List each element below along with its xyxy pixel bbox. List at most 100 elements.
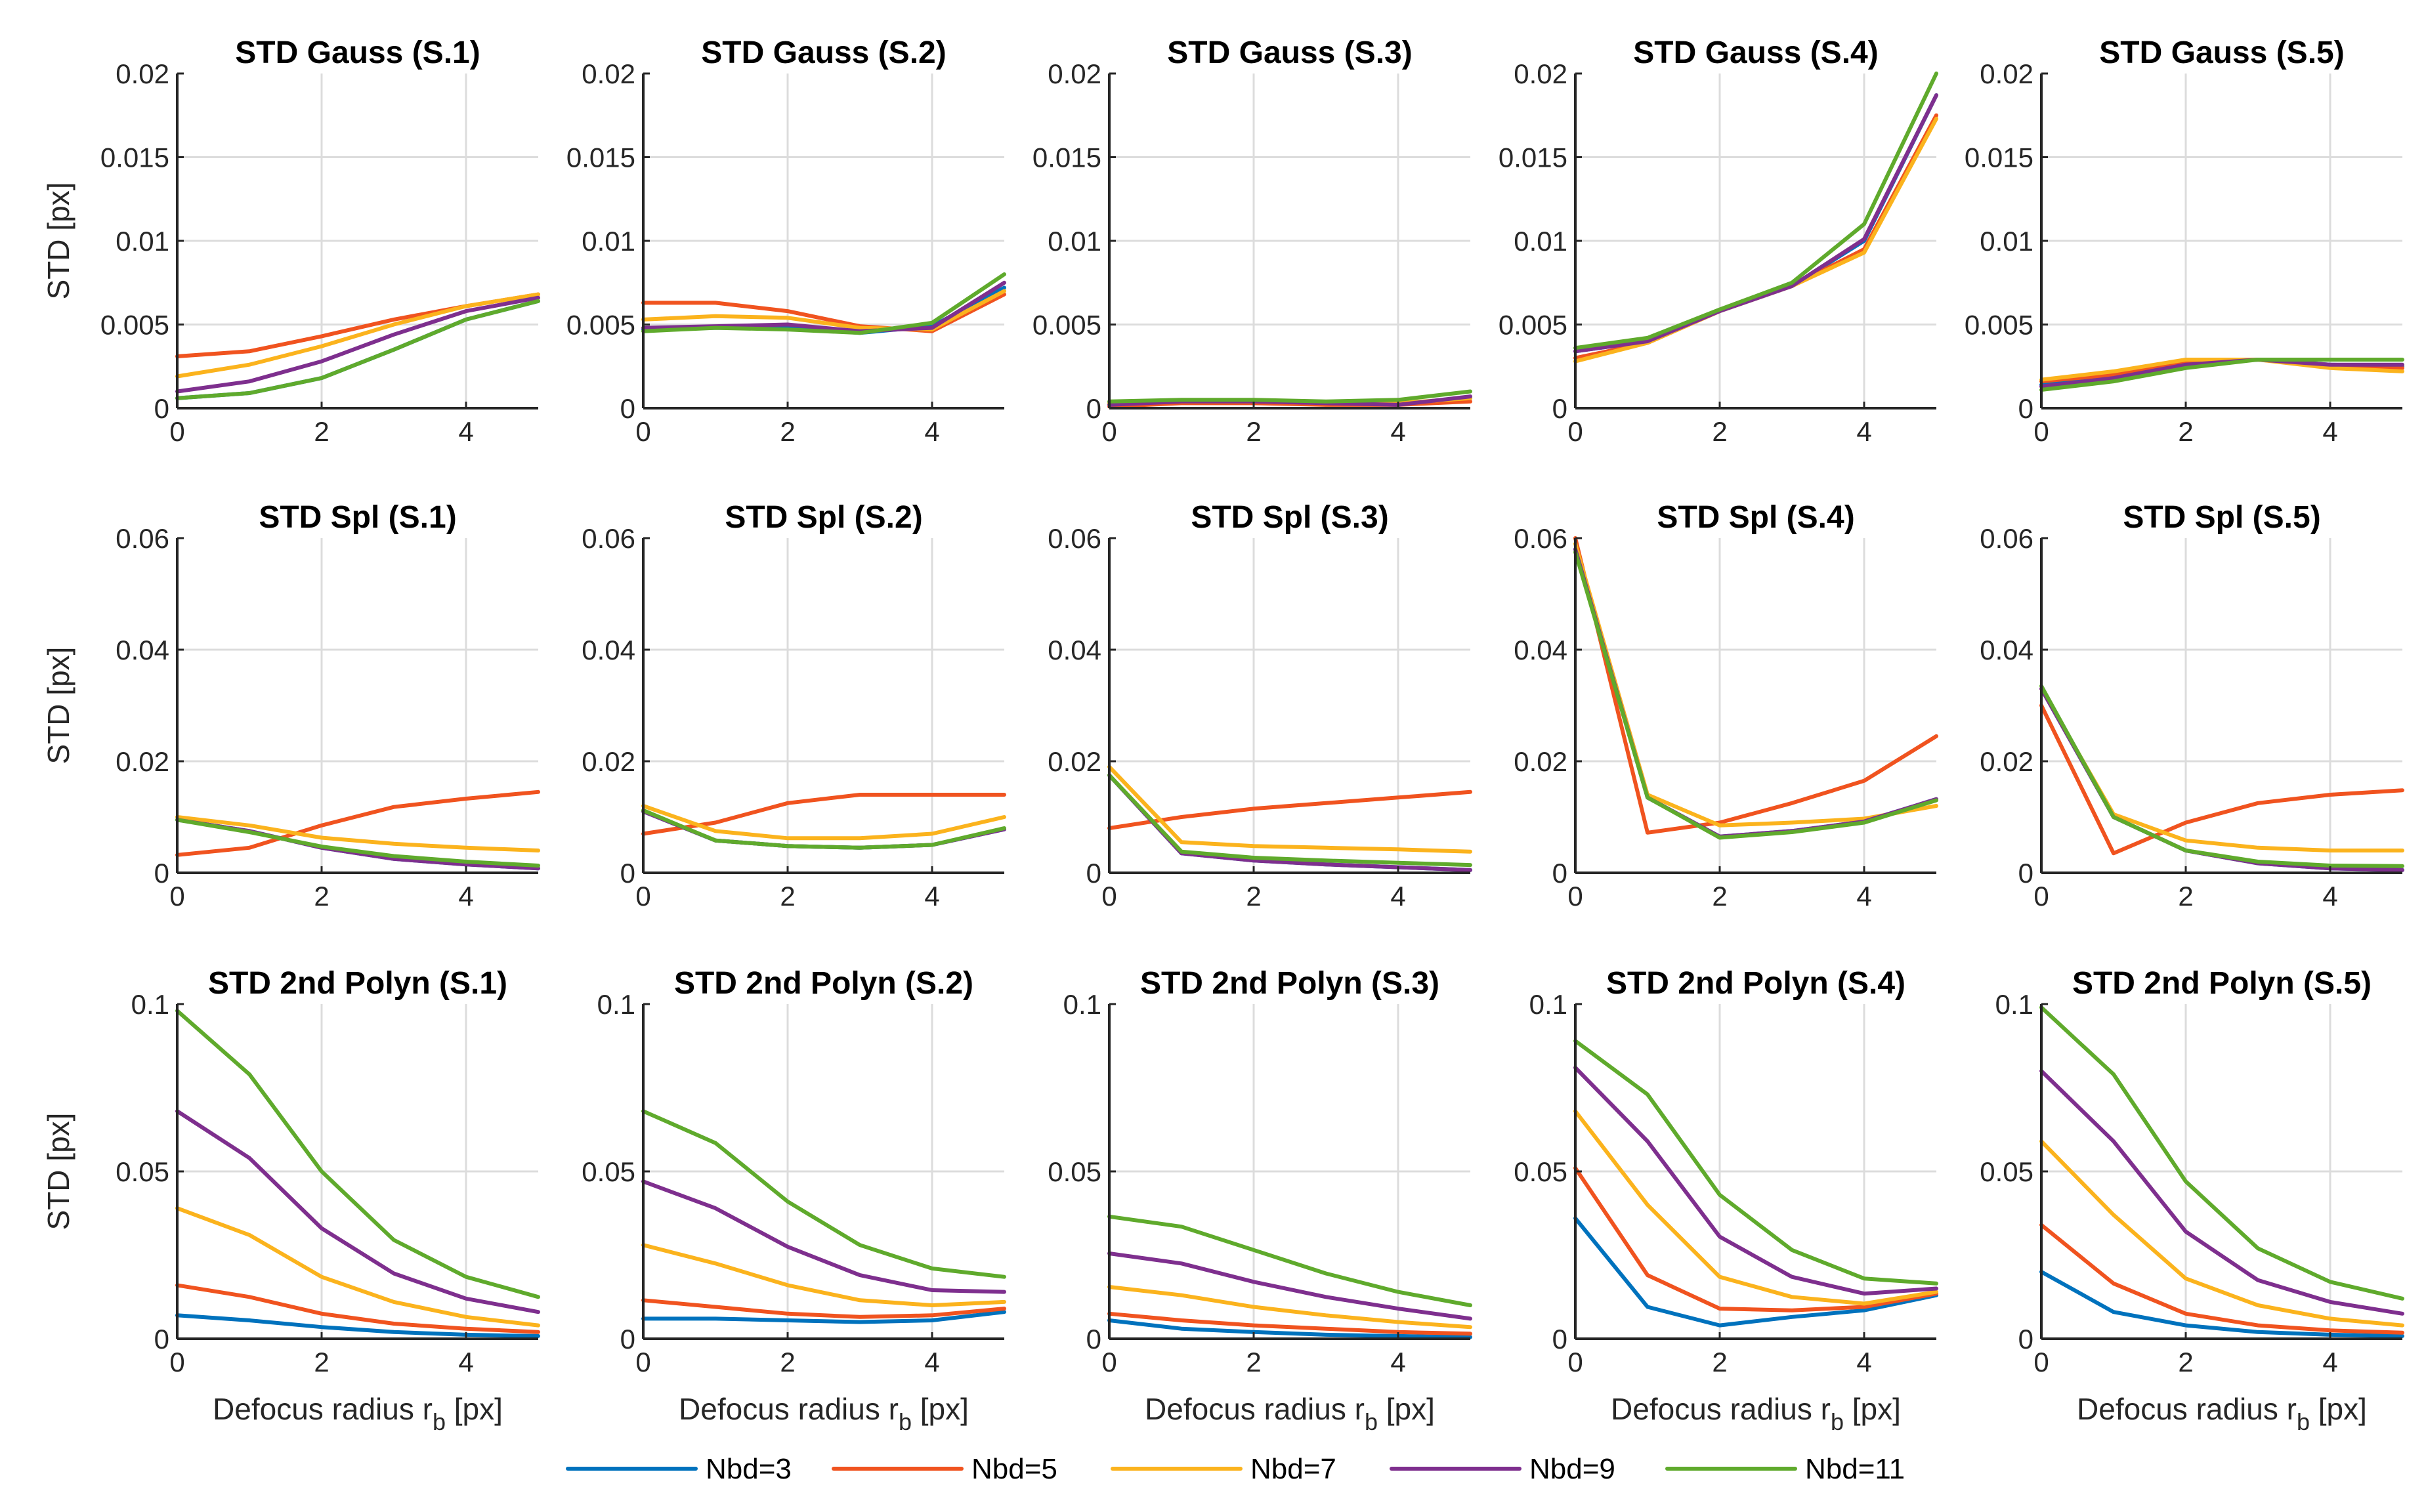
y-tick-label: 0.01 xyxy=(1980,226,2033,257)
y-tick-label: 0.06 xyxy=(582,523,635,554)
y-tick-label: 0 xyxy=(1552,858,1567,889)
y-tick-label: 0.005 xyxy=(1499,310,1567,341)
series-line-nbd-7 xyxy=(175,815,540,852)
y-tick-label: 0.02 xyxy=(1048,58,1101,89)
x-tick-label: 0 xyxy=(1567,416,1583,447)
series-line-nbd-11 xyxy=(1573,72,1938,350)
y-tick-label: 0.01 xyxy=(1048,226,1101,257)
legend-item-nbd-3: Nbd=3 xyxy=(566,1453,792,1485)
series-line-nbd-5 xyxy=(2039,704,2404,856)
series-line-nbd-11 xyxy=(1107,773,1472,868)
x-tick-label: 2 xyxy=(1246,416,1261,447)
series-line-nbd-11 xyxy=(2039,358,2404,392)
y-tick-label: 0.05 xyxy=(1048,1156,1101,1187)
legend-label: Nbd=7 xyxy=(1250,1453,1336,1485)
chart-title: STD Gauss (S.2) xyxy=(701,35,946,70)
chart-std-spl-s-2: 0 2 4 0 0.02 0.04 0.06 STD Spl (S.2) xyxy=(582,500,1006,912)
x-tick-label: 2 xyxy=(780,881,795,912)
chart-title: STD 2nd Polyn (S.3) xyxy=(1140,966,1439,1001)
series-line-nbd-11 xyxy=(641,808,1006,850)
x-tick-label: 2 xyxy=(2178,416,2193,447)
x-tick-label: 0 xyxy=(169,416,184,447)
series-line-nbd-9 xyxy=(2039,1069,2404,1316)
x-tick-label: 0 xyxy=(2033,1347,2049,1377)
y-tick-label: 0.01 xyxy=(116,226,169,257)
x-tick-label: 4 xyxy=(1856,881,1871,912)
y-tick-label: 0 xyxy=(1086,1324,1101,1354)
y-tick-label: 0.06 xyxy=(1980,523,2033,554)
y-axis-label: STD [px] xyxy=(41,182,75,300)
series-line-nbd-11 xyxy=(1573,1039,1938,1286)
y-tick-label: 0.02 xyxy=(116,746,169,777)
series-line-nbd-9 xyxy=(1573,1065,1938,1296)
series-line-nbd-7 xyxy=(2039,358,2404,382)
legend-item-nbd-11: Nbd=11 xyxy=(1665,1453,1905,1485)
chart-std-gauss-s-5: 0 2 4 0 0.005 0.01 0.015 0.02 STD Gauss (S.5) xyxy=(1965,35,2404,447)
x-tick-label: 0 xyxy=(635,881,650,912)
x-tick-label: 2 xyxy=(1712,416,1727,447)
series-line-nbd-11 xyxy=(641,272,1006,335)
series-line-nbd-3 xyxy=(1107,1318,1472,1339)
chart-std-2nd-polyn-s-5: 0 2 4 0 0.05 0.1 STD 2nd Polyn (S.5) Defocus ra… xyxy=(1980,966,2404,1435)
panel-grid: 0 2 4 0 0.005 0.01 0.015 0.02 STD Gauss (S.1) STD… xyxy=(41,35,2404,1435)
legend-item-nbd-5: Nbd=5 xyxy=(832,1453,1057,1485)
y-tick-label: 0 xyxy=(154,1324,169,1354)
series-line-nbd-3 xyxy=(175,1313,540,1338)
chart-title: STD Spl (S.3) xyxy=(1191,500,1388,535)
series-line-nbd-5 xyxy=(641,793,1006,836)
series-line-nbd-5 xyxy=(175,1283,540,1334)
y-tick-label: 0.02 xyxy=(1048,746,1101,777)
y-tick-label: 0.04 xyxy=(1048,635,1101,665)
x-tick-label: 4 xyxy=(458,1347,473,1377)
series-line-nbd-9 xyxy=(175,295,540,394)
chart-title: STD Spl (S.2) xyxy=(725,500,922,535)
y-tick-label: 0.02 xyxy=(1514,746,1567,777)
y-tick-label: 0.015 xyxy=(1965,142,2033,173)
chart-title: STD 2nd Polyn (S.2) xyxy=(674,966,973,1001)
x-tick-label: 4 xyxy=(1856,416,1871,447)
x-tick-label: 0 xyxy=(169,881,184,912)
x-axis-label: Defocus radius rb [px] xyxy=(2077,1392,2367,1435)
x-tick-label: 2 xyxy=(2178,881,2193,912)
series-line-nbd-5 xyxy=(1107,789,1472,830)
series-line-nbd-3 xyxy=(1573,547,1938,839)
y-tick-label: 0.015 xyxy=(566,142,635,173)
series-line-nbd-5 xyxy=(1573,536,1938,835)
series-line-nbd-7 xyxy=(1573,541,1938,828)
chart-std-gauss-s-4: 0 2 4 0 0.005 0.01 0.015 0.02 STD Gauss (S.4) xyxy=(1499,35,1938,447)
legend-label: Nbd=5 xyxy=(971,1453,1057,1485)
y-tick-label: 0.005 xyxy=(1965,310,2033,341)
series-line-nbd-9 xyxy=(641,1179,1006,1294)
x-tick-label: 2 xyxy=(780,416,795,447)
series-line-nbd-3 xyxy=(2039,1270,2404,1338)
y-tick-label: 0.02 xyxy=(1980,58,2033,89)
y-tick-label: 0.04 xyxy=(1514,635,1567,665)
y-tick-label: 0 xyxy=(2018,858,2033,889)
chart-std-2nd-polyn-s-3: 0 2 4 0 0.05 0.1 STD 2nd Polyn (S.3) Defocus ra… xyxy=(1048,966,1472,1435)
chart-std-gauss-s-2: 0 2 4 0 0.005 0.01 0.015 0.02 STD Gauss (S.2) xyxy=(566,35,1006,447)
x-tick-label: 4 xyxy=(1390,416,1405,447)
y-tick-label: 0.05 xyxy=(1514,1156,1567,1187)
series-line-nbd-7 xyxy=(175,1206,540,1328)
y-tick-label: 0.015 xyxy=(100,142,169,173)
y-tick-label: 0.015 xyxy=(1032,142,1101,173)
x-tick-label: 0 xyxy=(1101,881,1117,912)
y-tick-label: 0.1 xyxy=(1063,989,1101,1020)
chart-title: STD Gauss (S.3) xyxy=(1167,35,1412,70)
x-tick-label: 2 xyxy=(314,1347,329,1377)
chart-title: STD Gauss (S.4) xyxy=(1633,35,1878,70)
series-line-nbd-7 xyxy=(175,292,540,379)
y-tick-label: 0.04 xyxy=(1980,635,2033,665)
series-line-nbd-11 xyxy=(175,1009,540,1299)
chart-std-2nd-polyn-s-1: 0 2 4 0 0.05 0.1 STD 2nd Polyn (S.1) STD [px] De… xyxy=(41,966,540,1435)
series-line-nbd-5 xyxy=(1573,1166,1938,1312)
series-line-nbd-9 xyxy=(1573,93,1938,354)
x-tick-label: 0 xyxy=(1567,881,1583,912)
series-line-nbd-7 xyxy=(2039,1139,2404,1328)
y-tick-label: 0.005 xyxy=(566,310,635,341)
chart-title: STD 2nd Polyn (S.1) xyxy=(208,966,507,1001)
y-tick-label: 0.005 xyxy=(100,310,169,341)
x-tick-label: 4 xyxy=(924,416,939,447)
series-line-nbd-3 xyxy=(641,1310,1006,1324)
series-line-nbd-11 xyxy=(175,299,540,400)
